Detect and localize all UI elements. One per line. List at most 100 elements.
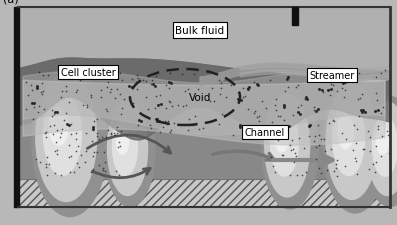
Ellipse shape xyxy=(270,110,299,176)
Point xyxy=(219,113,225,116)
Ellipse shape xyxy=(262,90,318,209)
Text: Void: Void xyxy=(189,93,211,103)
Point xyxy=(103,86,110,90)
Point xyxy=(25,94,31,98)
Point xyxy=(263,107,269,110)
Point xyxy=(112,134,119,137)
Point xyxy=(320,90,326,94)
Point xyxy=(357,97,363,100)
Point xyxy=(240,96,246,99)
Point xyxy=(50,124,57,127)
Point xyxy=(268,155,274,159)
Point xyxy=(193,121,199,125)
Point xyxy=(88,96,94,99)
Point xyxy=(306,135,312,138)
Point xyxy=(163,83,170,87)
Point xyxy=(282,90,288,94)
Point xyxy=(290,147,296,151)
Bar xyxy=(14,8,19,207)
Point xyxy=(102,136,109,140)
Point xyxy=(82,161,88,164)
Point xyxy=(353,141,359,145)
Bar xyxy=(18,179,390,207)
Point xyxy=(318,172,324,175)
Ellipse shape xyxy=(49,108,68,146)
Point xyxy=(110,132,117,136)
Point xyxy=(379,135,385,138)
Point xyxy=(105,128,111,132)
Point xyxy=(148,83,154,87)
Point xyxy=(94,76,101,79)
Point xyxy=(148,126,154,130)
Point xyxy=(316,166,322,170)
Point xyxy=(54,129,60,132)
Point xyxy=(31,105,37,109)
Point xyxy=(105,81,112,84)
Point xyxy=(248,127,254,131)
Point xyxy=(114,125,120,129)
Point xyxy=(291,151,298,155)
Point xyxy=(102,161,108,164)
Point xyxy=(54,152,61,156)
Polygon shape xyxy=(18,90,390,179)
Ellipse shape xyxy=(43,93,81,176)
Point xyxy=(256,114,262,118)
Point xyxy=(175,104,181,107)
Point xyxy=(77,79,83,82)
Point xyxy=(216,79,222,82)
Point xyxy=(35,71,42,75)
Point xyxy=(196,128,202,131)
Point xyxy=(206,70,213,73)
Point xyxy=(165,120,171,124)
Point xyxy=(39,93,45,96)
Point xyxy=(23,108,29,111)
Point xyxy=(354,173,360,176)
Point xyxy=(71,170,77,174)
Point xyxy=(281,118,287,122)
Point xyxy=(115,145,121,149)
Point xyxy=(333,158,340,162)
Point xyxy=(37,161,43,164)
Text: Cell cluster: Cell cluster xyxy=(61,68,116,78)
Point xyxy=(67,154,74,158)
Point xyxy=(311,109,318,113)
Point xyxy=(273,109,279,112)
Point xyxy=(68,123,74,126)
Point xyxy=(96,137,102,141)
Ellipse shape xyxy=(365,97,397,207)
Point xyxy=(118,112,124,116)
Point xyxy=(216,122,222,126)
Point xyxy=(333,163,339,166)
Point xyxy=(38,91,44,95)
Point xyxy=(279,154,286,157)
Point xyxy=(104,110,110,114)
Point xyxy=(94,150,100,154)
Point xyxy=(184,129,191,132)
Point xyxy=(74,89,80,92)
Point xyxy=(338,132,345,135)
Point xyxy=(227,84,234,88)
Point xyxy=(117,93,123,97)
Point xyxy=(339,71,346,74)
Point xyxy=(75,144,81,148)
Ellipse shape xyxy=(376,127,389,155)
Ellipse shape xyxy=(112,116,137,176)
Point xyxy=(72,138,79,142)
Point xyxy=(134,74,141,78)
Point xyxy=(94,131,100,135)
Point xyxy=(98,136,105,140)
Point xyxy=(321,138,327,141)
Point xyxy=(218,82,225,85)
Point xyxy=(273,98,279,101)
Point xyxy=(295,136,302,140)
Point xyxy=(342,164,348,168)
Polygon shape xyxy=(240,71,390,81)
Point xyxy=(134,87,140,91)
Point xyxy=(385,134,391,137)
Point xyxy=(48,115,55,118)
Point xyxy=(49,109,55,112)
Point xyxy=(279,154,285,157)
Point xyxy=(330,119,336,122)
Text: Streamer: Streamer xyxy=(309,71,355,81)
Point xyxy=(35,110,42,114)
